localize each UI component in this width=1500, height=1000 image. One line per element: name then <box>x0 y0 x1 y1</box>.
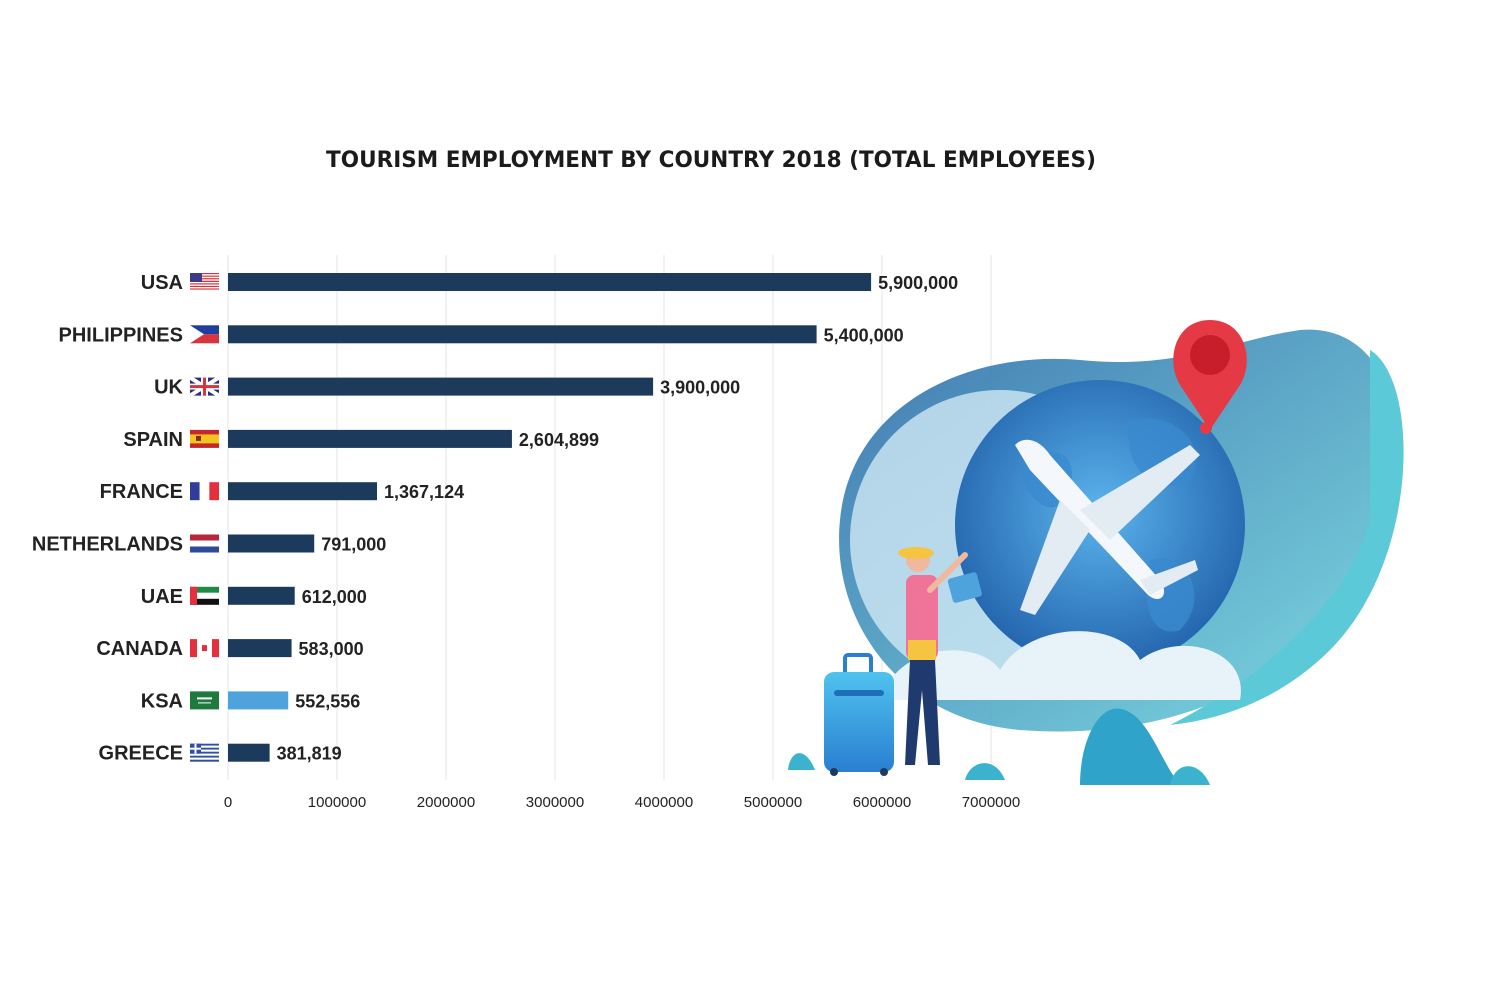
bar-row: FRANCE 1,367,124 <box>100 481 464 503</box>
x-tick-label: 7000000 <box>962 794 1020 811</box>
x-tick-label: 4000000 <box>635 794 693 811</box>
philippines-flag-icon <box>190 325 219 344</box>
value-label: 583,000 <box>299 639 364 659</box>
x-tick-label: 1000000 <box>308 794 366 811</box>
canada-flag-icon <box>190 639 219 658</box>
category-label: FRANCE <box>100 481 183 503</box>
greece-flag-icon <box>190 743 219 762</box>
value-label: 5,900,000 <box>878 273 958 293</box>
bar <box>228 482 378 501</box>
bar-row: KSA 552,556 <box>141 690 361 712</box>
x-tick-label: 0 <box>224 794 232 811</box>
category-label: NETHERLANDS <box>32 534 183 556</box>
bar-row: PHILIPPINES 5,400,000 <box>59 324 904 346</box>
bar <box>228 377 654 396</box>
value-label: 2,604,899 <box>519 430 599 450</box>
bar <box>228 429 512 448</box>
bar-row: UK 3,900,000 <box>154 375 740 399</box>
bar <box>228 273 872 291</box>
travel-illustration <box>788 320 1404 785</box>
us-flag-icon <box>190 273 219 291</box>
bar <box>228 639 292 658</box>
value-label: 1,367,124 <box>384 482 464 502</box>
bar-row: UAE 612,000 <box>141 586 367 608</box>
bar <box>228 325 817 344</box>
category-label: UK <box>154 377 183 399</box>
netherlands-flag-icon <box>190 534 219 553</box>
chart-title: TOURISM EMPLOYMENT BY COUNTRY 2018 (TOTA… <box>326 148 1096 173</box>
x-tick-label: 3000000 <box>526 794 584 811</box>
value-label: 5,400,000 <box>824 325 904 345</box>
bar-row: NETHERLANDS 791,000 <box>32 534 386 556</box>
category-label: CANADA <box>96 638 183 660</box>
uk-flag-icon <box>188 375 221 398</box>
bar <box>228 691 289 710</box>
category-label: UAE <box>141 586 183 608</box>
uae-flag-icon <box>190 586 219 605</box>
bar <box>228 586 295 605</box>
value-label: 3,900,000 <box>660 378 740 398</box>
bar-row: SPAIN 2,604,899 <box>123 429 599 451</box>
bar-row: CANADA 583,000 <box>96 638 363 660</box>
category-label: GREECE <box>99 743 183 765</box>
traveler-figure <box>898 547 982 765</box>
x-tick-label: 6000000 <box>853 794 911 811</box>
france-flag-icon <box>190 482 219 501</box>
airplane-icon <box>1015 439 1200 615</box>
bar-row: GREECE 381,819 <box>99 743 342 765</box>
plant <box>1080 708 1180 785</box>
category-label: USA <box>141 272 183 294</box>
value-label: 552,556 <box>295 691 360 711</box>
bar <box>228 743 270 762</box>
suitcase-icon <box>824 653 894 776</box>
category-label: KSA <box>141 690 183 712</box>
category-label: SPAIN <box>123 429 183 451</box>
saudi-flag-icon <box>190 691 219 710</box>
value-label: 791,000 <box>321 535 386 555</box>
bar <box>228 534 315 553</box>
x-tick-label: 5000000 <box>744 794 802 811</box>
value-label: 612,000 <box>302 587 367 607</box>
x-tick-label: 2000000 <box>417 794 475 811</box>
location-pin-icon <box>1173 320 1247 434</box>
spain-flag-icon <box>190 429 219 448</box>
category-label: PHILIPPINES <box>59 324 183 346</box>
value-label: 381,819 <box>277 744 342 764</box>
bar-row: USA 5,900,000 <box>141 272 958 294</box>
